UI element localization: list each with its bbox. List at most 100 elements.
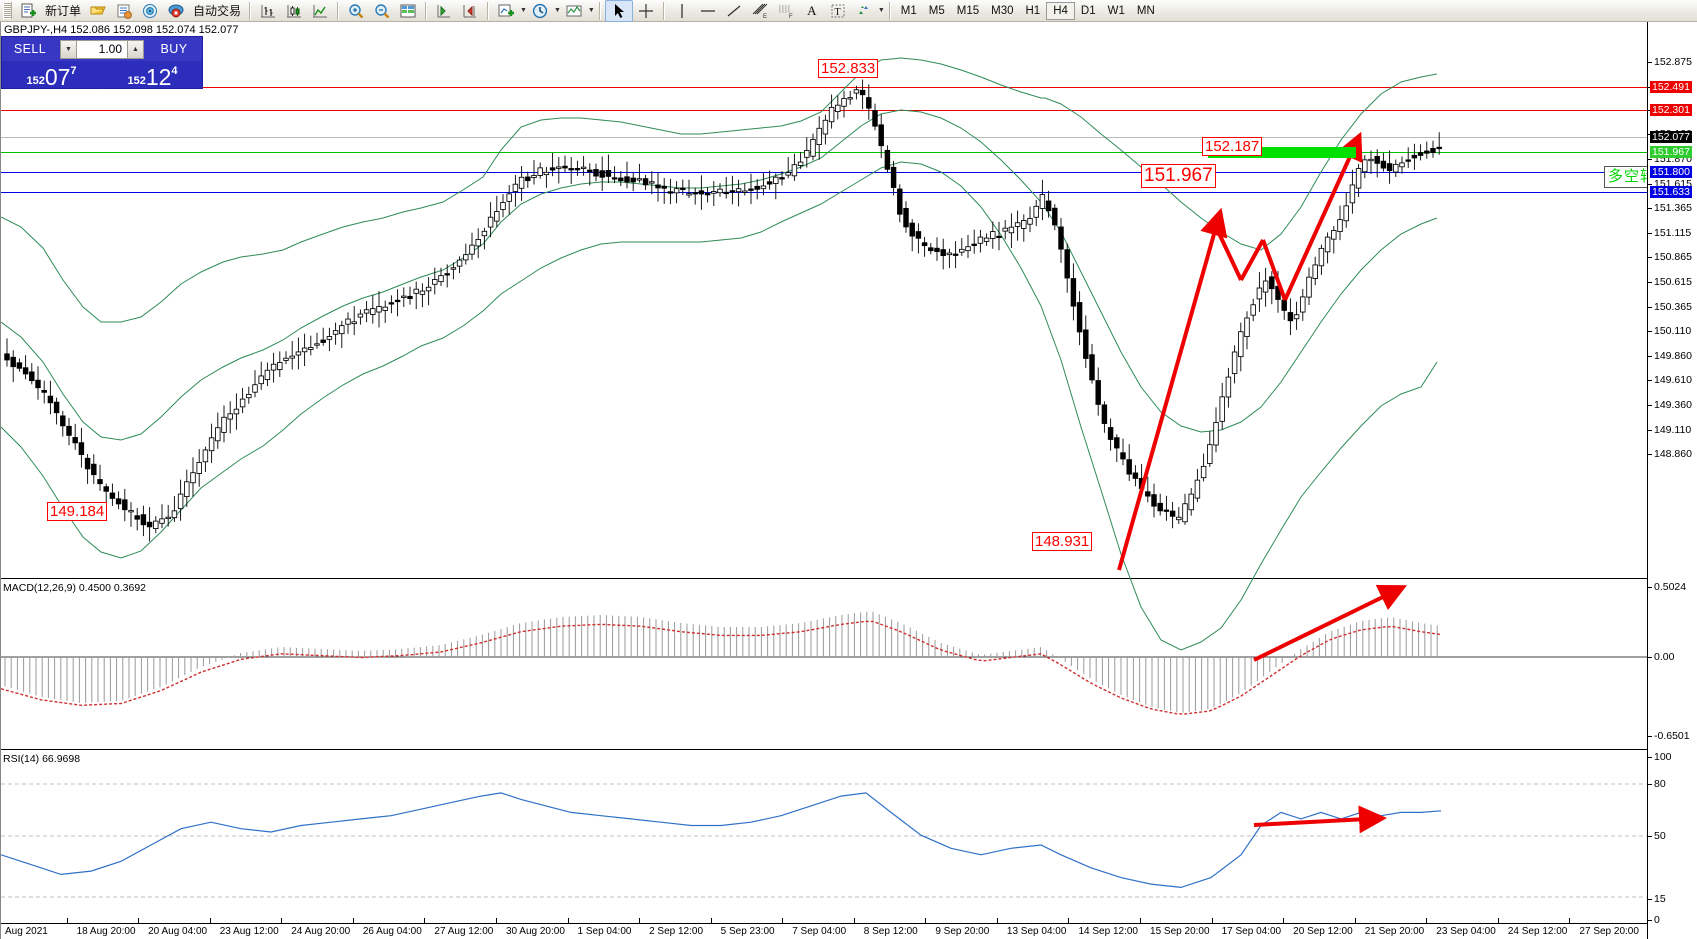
time-tick — [782, 918, 784, 923]
cursor-icon[interactable] — [604, 0, 633, 22]
time-tick — [209, 918, 211, 923]
timeframe-m1[interactable]: M1 — [900, 4, 917, 17]
price-tick — [1648, 307, 1652, 308]
label-148-931[interactable]: 148.931 — [1032, 532, 1093, 551]
volume-stepper[interactable]: ▼ 1.00 ▲ — [60, 39, 144, 59]
vertical-line-icon[interactable] — [669, 1, 695, 21]
buy-button[interactable]: BUY — [160, 42, 188, 56]
new-order-icon[interactable] — [15, 1, 41, 21]
buy-price-point: 4 — [171, 65, 178, 77]
macd-pane-separator — [1, 578, 1647, 579]
grid-icon[interactable] — [395, 1, 421, 21]
timeframe-mn[interactable]: MN — [1136, 4, 1155, 17]
label-152-187[interactable]: 152.187 — [1202, 137, 1263, 156]
time-tick-label: 18 Aug 20:00 — [76, 926, 136, 937]
price-tag-151800[interactable]: 151.800 — [1650, 166, 1692, 178]
time-tick-label: 23 Sep 04:00 — [1436, 926, 1496, 937]
zoom-in-icon[interactable] — [343, 1, 369, 21]
chart-window[interactable]: MACD(12,26,9) 0.4500 0.3692 RSI(14) 66.9… — [0, 22, 1697, 939]
zoom-out-icon[interactable] — [369, 1, 395, 21]
label-152-833[interactable]: 152.833 — [818, 59, 879, 78]
price-tag-152491[interactable]: 152.491 — [1650, 81, 1692, 93]
sell-price[interactable]: 152 07 7 — [2, 61, 101, 89]
rsi-tick-label: 100 — [1654, 751, 1672, 763]
time-tick — [1140, 918, 1142, 923]
chart-plot-area[interactable]: MACD(12,26,9) 0.4500 0.3692 RSI(14) 66.9… — [1, 22, 1647, 939]
time-tick — [639, 918, 641, 923]
timeframe-m30[interactable]: M30 — [991, 4, 1014, 17]
time-tick-label: 24 Aug 20:00 — [291, 926, 351, 937]
svg-text:E: E — [763, 14, 767, 20]
price-tag-151633[interactable]: 151.633 — [1650, 186, 1692, 198]
time-tick — [925, 918, 927, 923]
indicators-icon[interactable] — [493, 1, 519, 21]
chevron-down-icon[interactable]: ▼ — [587, 7, 595, 14]
price-tick-label: 149.610 — [1654, 374, 1692, 386]
chevron-down-icon[interactable]: ▼ — [520, 7, 527, 14]
time-tick-label: 24 Sep 12:00 — [1507, 926, 1568, 937]
timeframe-d1[interactable]: D1 — [1080, 4, 1096, 17]
autotrading-label[interactable]: 自动交易 — [193, 4, 242, 18]
price-tag-152301[interactable]: 152.301 — [1650, 104, 1692, 116]
timeframe-m15[interactable]: M15 — [956, 4, 980, 17]
fibonacci-icon[interactable]: E — [747, 1, 773, 21]
new-order-label[interactable]: 新订单 — [45, 4, 82, 18]
time-tick-label: 23 Aug 12:00 — [219, 926, 279, 937]
macd-tick — [1648, 736, 1652, 737]
price-tag-151967[interactable]: 151.967 — [1650, 146, 1692, 158]
time-tick-label: 8 Sep 12:00 — [863, 926, 918, 937]
channel-icon[interactable]: F — [773, 1, 799, 21]
sell-price-point: 7 — [70, 65, 77, 77]
templates-icon[interactable] — [561, 1, 587, 21]
chart-shift-icon[interactable] — [431, 1, 457, 21]
timeframe-w1[interactable]: W1 — [1107, 4, 1125, 17]
bar-chart-icon[interactable] — [255, 1, 281, 21]
objects-icon[interactable] — [851, 1, 877, 21]
timeframe-m5[interactable]: M5 — [928, 4, 945, 17]
time-scale[interactable]: Aug 2021 18 Aug 20:00 20 Aug 04:00 23 Aug 1… — [1, 918, 1647, 939]
horizontal-line-icon[interactable] — [695, 1, 721, 21]
toolbar-separator-4 — [487, 1, 490, 20]
volume-increase-button[interactable]: ▲ — [127, 39, 144, 59]
text-icon[interactable]: A — [807, 2, 817, 18]
periods-icon[interactable] — [527, 1, 553, 21]
buy-price-pips: 12 — [145, 64, 172, 90]
timeframe-h4[interactable]: H4 — [1046, 1, 1075, 20]
line-chart-icon[interactable] — [307, 1, 333, 21]
turning-point-note[interactable]: 多空转折点 — [1604, 166, 1647, 188]
expert-advisor-icon[interactable] — [163, 1, 189, 21]
rsi-indicator-label: RSI(14) 66.9698 — [3, 753, 81, 765]
label-149-184[interactable]: 149.184 — [47, 502, 108, 521]
one-click-trading-panel[interactable]: SELL ▼ 1.00 ▲ BUY 152 07 7 152 12 4 — [1, 36, 203, 89]
turning-point-line — [1, 152, 1647, 153]
navigator-icon[interactable] — [137, 1, 163, 21]
price-scale[interactable]: 152.875152.620152.370152.120151.870151.6… — [1647, 22, 1697, 939]
candlestick-series — [1, 57, 1442, 651]
folder-icon[interactable] — [85, 1, 111, 21]
chevron-down-icon[interactable]: ▼ — [877, 7, 885, 14]
data-window-icon[interactable] — [111, 1, 137, 21]
candlestick-chart-icon[interactable] — [281, 1, 307, 21]
label-151-967[interactable]: 151.967 — [1141, 164, 1216, 188]
timeframe-h1[interactable]: H1 — [1025, 4, 1041, 17]
chevron-down-icon[interactable]: ▼ — [553, 7, 561, 14]
time-tick-label: 20 Aug 04:00 — [148, 926, 208, 937]
svg-text:F: F — [789, 14, 793, 20]
trendline-icon[interactable] — [721, 1, 747, 21]
label-icon[interactable]: T — [825, 1, 851, 21]
price-tick — [1648, 208, 1652, 209]
toolbar-grip[interactable] — [3, 2, 12, 19]
rsi-tick-label: 50 — [1654, 830, 1666, 842]
crosshair-icon[interactable] — [633, 1, 659, 21]
auto-scroll-icon[interactable] — [457, 1, 483, 21]
rsi-pane-separator — [1, 749, 1647, 750]
price-tick-label: 150.110 — [1654, 325, 1692, 337]
buy-price[interactable]: 152 12 4 — [101, 61, 202, 89]
time-tick-label: 5 Sep 23:00 — [720, 926, 775, 937]
price-tag-152077[interactable]: 152.077 — [1650, 131, 1692, 143]
time-tick — [1283, 918, 1285, 923]
volume-decrease-button[interactable]: ▼ — [60, 39, 77, 59]
volume-input[interactable]: 1.00 — [77, 39, 127, 59]
sell-button[interactable]: SELL — [13, 42, 47, 56]
time-tick-label: 13 Sep 04:00 — [1006, 926, 1067, 937]
